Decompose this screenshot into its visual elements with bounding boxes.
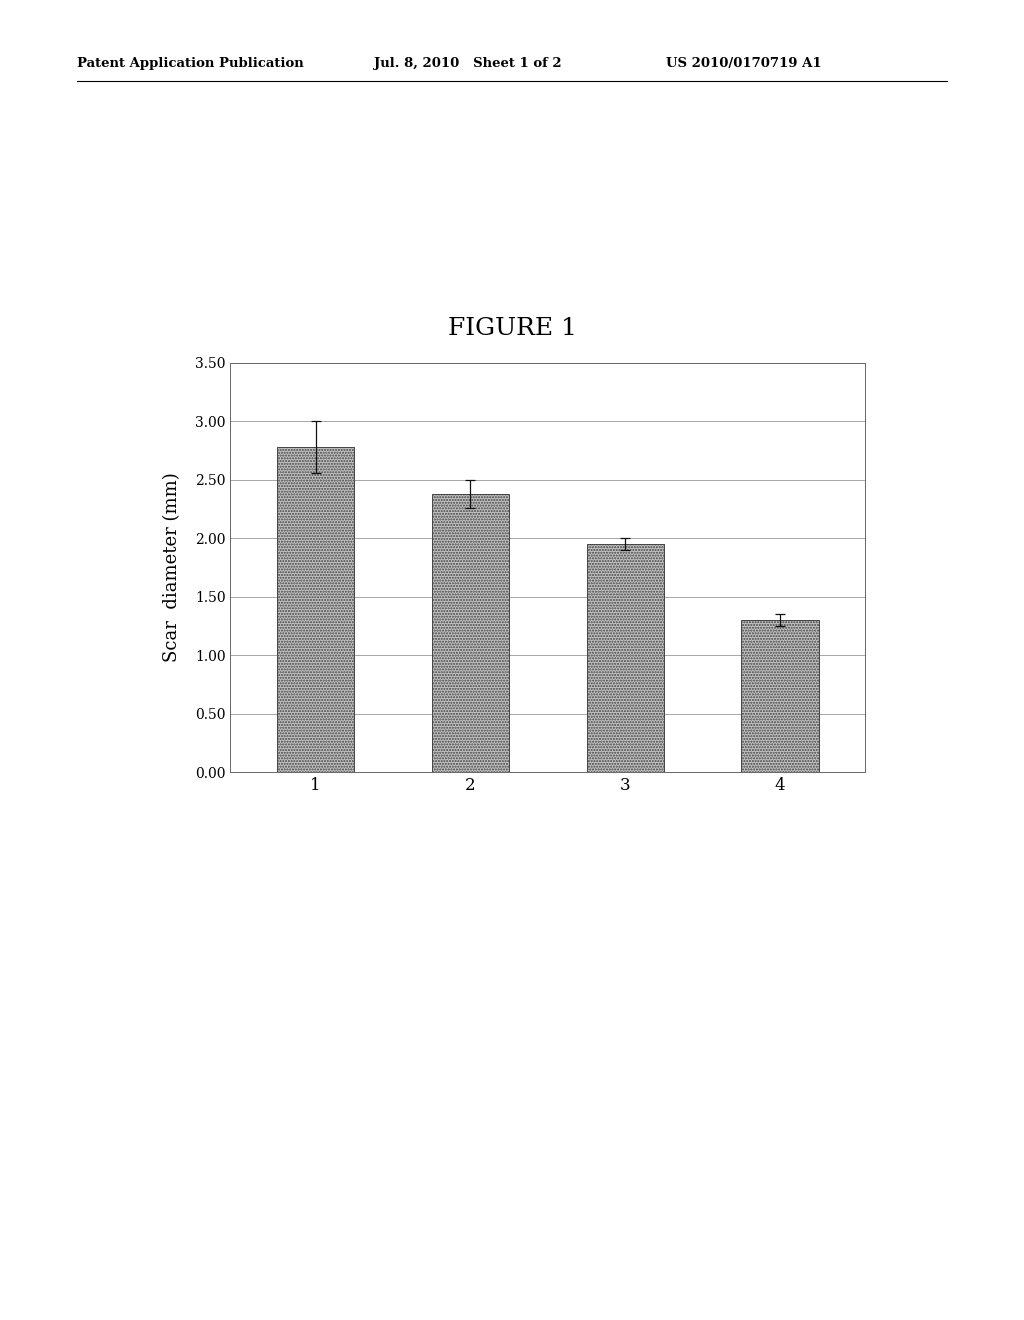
Text: Jul. 8, 2010   Sheet 1 of 2: Jul. 8, 2010 Sheet 1 of 2	[374, 57, 561, 70]
Text: Patent Application Publication: Patent Application Publication	[77, 57, 303, 70]
Y-axis label: Scar  diameter (mm): Scar diameter (mm)	[163, 473, 181, 663]
Bar	[432, 494, 509, 772]
Text: FIGURE 1: FIGURE 1	[447, 317, 577, 339]
Text: US 2010/0170719 A1: US 2010/0170719 A1	[666, 57, 821, 70]
Bar	[741, 620, 819, 772]
Bar	[587, 544, 664, 772]
Bar	[276, 447, 354, 772]
